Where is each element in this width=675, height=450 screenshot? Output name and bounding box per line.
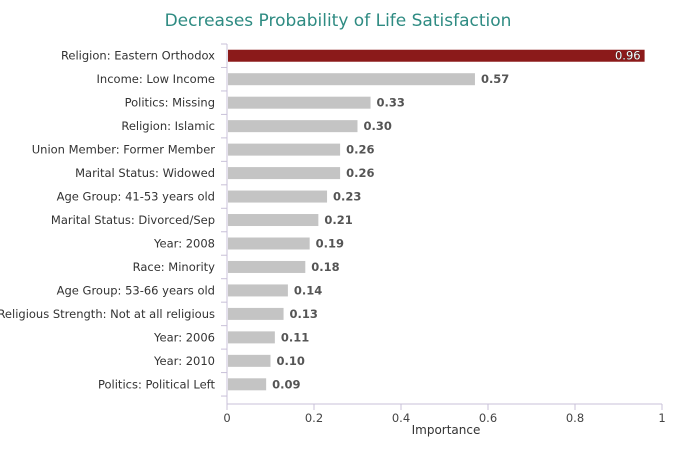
bar[interactable] bbox=[228, 331, 275, 344]
category-label: Religion: Islamic bbox=[121, 119, 215, 133]
data-label: 0.14 bbox=[294, 283, 322, 297]
data-label: 0.23 bbox=[333, 190, 361, 204]
data-label: 0.33 bbox=[377, 96, 405, 110]
data-label: 0.26 bbox=[346, 143, 374, 157]
x-tick-label: 1 bbox=[658, 411, 665, 425]
data-label: 0.18 bbox=[311, 260, 339, 274]
bar[interactable] bbox=[228, 190, 328, 203]
category-label: Religion: Eastern Orthodox bbox=[61, 49, 215, 63]
bar[interactable] bbox=[228, 284, 288, 297]
axis-layer: 0 0.2 0.4 0.6 0.8 1 bbox=[221, 43, 666, 425]
data-label: 0.30 bbox=[364, 119, 392, 133]
bar[interactable] bbox=[228, 237, 310, 250]
bar[interactable] bbox=[228, 214, 319, 227]
data-label: 0.96 bbox=[615, 49, 641, 63]
data-label: 0.10 bbox=[277, 354, 305, 368]
category-label: Year: 2006 bbox=[153, 330, 215, 344]
category-label: Income: Low Income bbox=[97, 72, 215, 86]
x-axis-title: Importance bbox=[412, 423, 481, 437]
category-label: Politics: Political Left bbox=[98, 377, 216, 391]
bar[interactable] bbox=[228, 260, 306, 273]
data-label: 0.21 bbox=[324, 213, 352, 227]
bar[interactable] bbox=[228, 167, 341, 180]
bar[interactable] bbox=[228, 49, 645, 62]
bar[interactable] bbox=[228, 120, 358, 133]
data-label: 0.19 bbox=[316, 236, 344, 250]
category-label: Union Member: Former Member bbox=[32, 143, 216, 157]
x-tick-label: 0.2 bbox=[305, 411, 323, 425]
bar[interactable] bbox=[228, 378, 267, 391]
data-label: 0.26 bbox=[346, 166, 374, 180]
bar[interactable] bbox=[228, 96, 371, 109]
x-tick-label: 0.6 bbox=[479, 411, 497, 425]
data-label: 0.13 bbox=[290, 307, 318, 321]
data-label: 0.11 bbox=[281, 330, 309, 344]
bar[interactable] bbox=[228, 143, 341, 156]
data-label: 0.09 bbox=[272, 377, 300, 391]
data-label: 0.57 bbox=[481, 72, 509, 86]
category-label: Age Group: 41-53 years old bbox=[57, 190, 215, 204]
bar[interactable] bbox=[228, 73, 475, 86]
x-tick-label: 0.4 bbox=[392, 411, 410, 425]
bar[interactable] bbox=[228, 354, 271, 367]
category-label: Religious Strength: Not at all religious bbox=[0, 307, 215, 321]
x-tick-label: 0.8 bbox=[566, 411, 584, 425]
chart-title: Decreases Probability of Life Satisfacti… bbox=[165, 11, 512, 31]
category-label: Politics: Missing bbox=[125, 96, 215, 110]
bar[interactable] bbox=[228, 307, 284, 320]
category-label: Marital Status: Divorced/Sep bbox=[51, 213, 215, 227]
category-label: Race: Minority bbox=[133, 260, 216, 274]
bars-layer: Religion: Eastern Orthodox 0.96 Income: Lo… bbox=[0, 48, 645, 391]
category-label: Year: 2008 bbox=[153, 236, 215, 250]
x-tick-label: 0 bbox=[223, 411, 230, 425]
category-label: Marital Status: Widowed bbox=[75, 166, 215, 180]
category-label: Year: 2010 bbox=[153, 354, 215, 368]
category-label: Age Group: 53-66 years old bbox=[57, 283, 215, 297]
